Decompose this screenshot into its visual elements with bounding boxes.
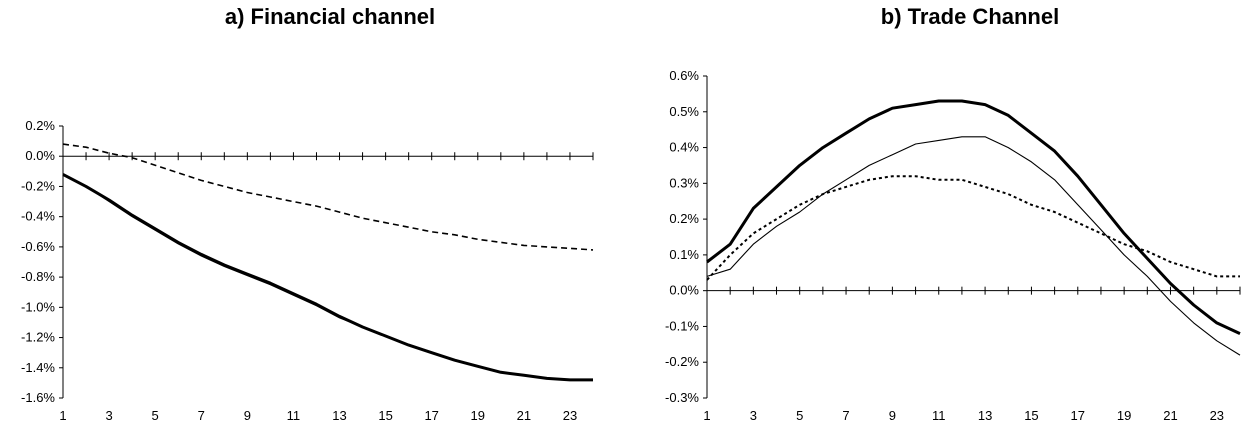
trade-x-tick-label: 11 bbox=[932, 408, 946, 423]
financial-y-tick-label: 0.0% bbox=[25, 148, 55, 163]
chart-title-financial: a) Financial channel bbox=[224, 4, 436, 29]
financial-x-tick-label: 15 bbox=[378, 408, 392, 423]
trade-x-tick-label: 19 bbox=[1117, 408, 1131, 423]
trade-y-tick-label: 0.5% bbox=[669, 104, 699, 119]
trade-x-tick-label: 1 bbox=[703, 408, 710, 423]
trade-y-tick-label: 0.0% bbox=[669, 283, 699, 298]
trade-x-tick-label: 5 bbox=[796, 408, 803, 423]
financial-x-tick-label: 9 bbox=[244, 408, 251, 423]
trade-series-thick-solid bbox=[706, 99, 1241, 335]
financial-y-tick-label: -0.8% bbox=[21, 269, 55, 284]
trade-y-tick-label: -0.2% bbox=[665, 354, 699, 369]
financial-series-thick-solid bbox=[62, 173, 593, 382]
trade-x-tick-label: 7 bbox=[842, 408, 849, 423]
financial-x-tick-label: 19 bbox=[471, 408, 485, 423]
trade-y-tick-label: -0.1% bbox=[665, 318, 699, 333]
trade-y-tick-label: 0.4% bbox=[669, 140, 699, 155]
trade-y-tick-label: 0.1% bbox=[669, 247, 699, 262]
financial-x-tick-label: 11 bbox=[287, 408, 301, 423]
financial-y-tick-label: -1.4% bbox=[21, 360, 55, 375]
financial-y-tick-label: -1.2% bbox=[21, 330, 55, 345]
trade-y-tick-label: 0.2% bbox=[669, 211, 699, 226]
trade-y-tick-label: 0.3% bbox=[669, 175, 699, 190]
financial-y-tick-label: 0.2% bbox=[25, 118, 55, 133]
financial-x-tick-label: 21 bbox=[517, 408, 531, 423]
trade-x-tick-label: 15 bbox=[1024, 408, 1038, 423]
trade-series-thin-solid bbox=[706, 136, 1241, 356]
financial-y-tick-label: -1.6% bbox=[21, 390, 55, 405]
trade-x-tick-label: 17 bbox=[1071, 408, 1085, 423]
trade-x-tick-label: 23 bbox=[1210, 408, 1224, 423]
financial-x-tick-label: 13 bbox=[332, 408, 346, 423]
financial-y-tick-label: -0.2% bbox=[21, 178, 55, 193]
financial-y-tick-label: -1.0% bbox=[21, 299, 55, 314]
trade-series-dotted-dashed bbox=[706, 175, 1240, 281]
financial-x-tick-label: 17 bbox=[424, 408, 438, 423]
financial-x-tick-label: 23 bbox=[563, 408, 577, 423]
trade-x-tick-label: 3 bbox=[750, 408, 757, 423]
financial-y-tick-label: -0.6% bbox=[21, 239, 55, 254]
trade-x-tick-label: 21 bbox=[1163, 408, 1177, 423]
chart-title-trade: b) Trade Channel bbox=[880, 4, 1060, 29]
trade-x-tick-label: 9 bbox=[889, 408, 896, 423]
financial-series-dashed bbox=[62, 143, 594, 251]
trade-y-tick-label: -0.3% bbox=[665, 390, 699, 405]
financial-x-tick-label: 7 bbox=[198, 408, 205, 423]
trade-y-tick-label: 0.6% bbox=[669, 68, 699, 83]
financial-x-tick-label: 3 bbox=[105, 408, 112, 423]
trade-x-tick-label: 13 bbox=[978, 408, 992, 423]
financial-series-thin-solid bbox=[62, 173, 593, 381]
financial-x-tick-label: 5 bbox=[152, 408, 159, 423]
financial-y-tick-label: -0.4% bbox=[21, 209, 55, 224]
financial-x-tick-label: 1 bbox=[59, 408, 66, 423]
